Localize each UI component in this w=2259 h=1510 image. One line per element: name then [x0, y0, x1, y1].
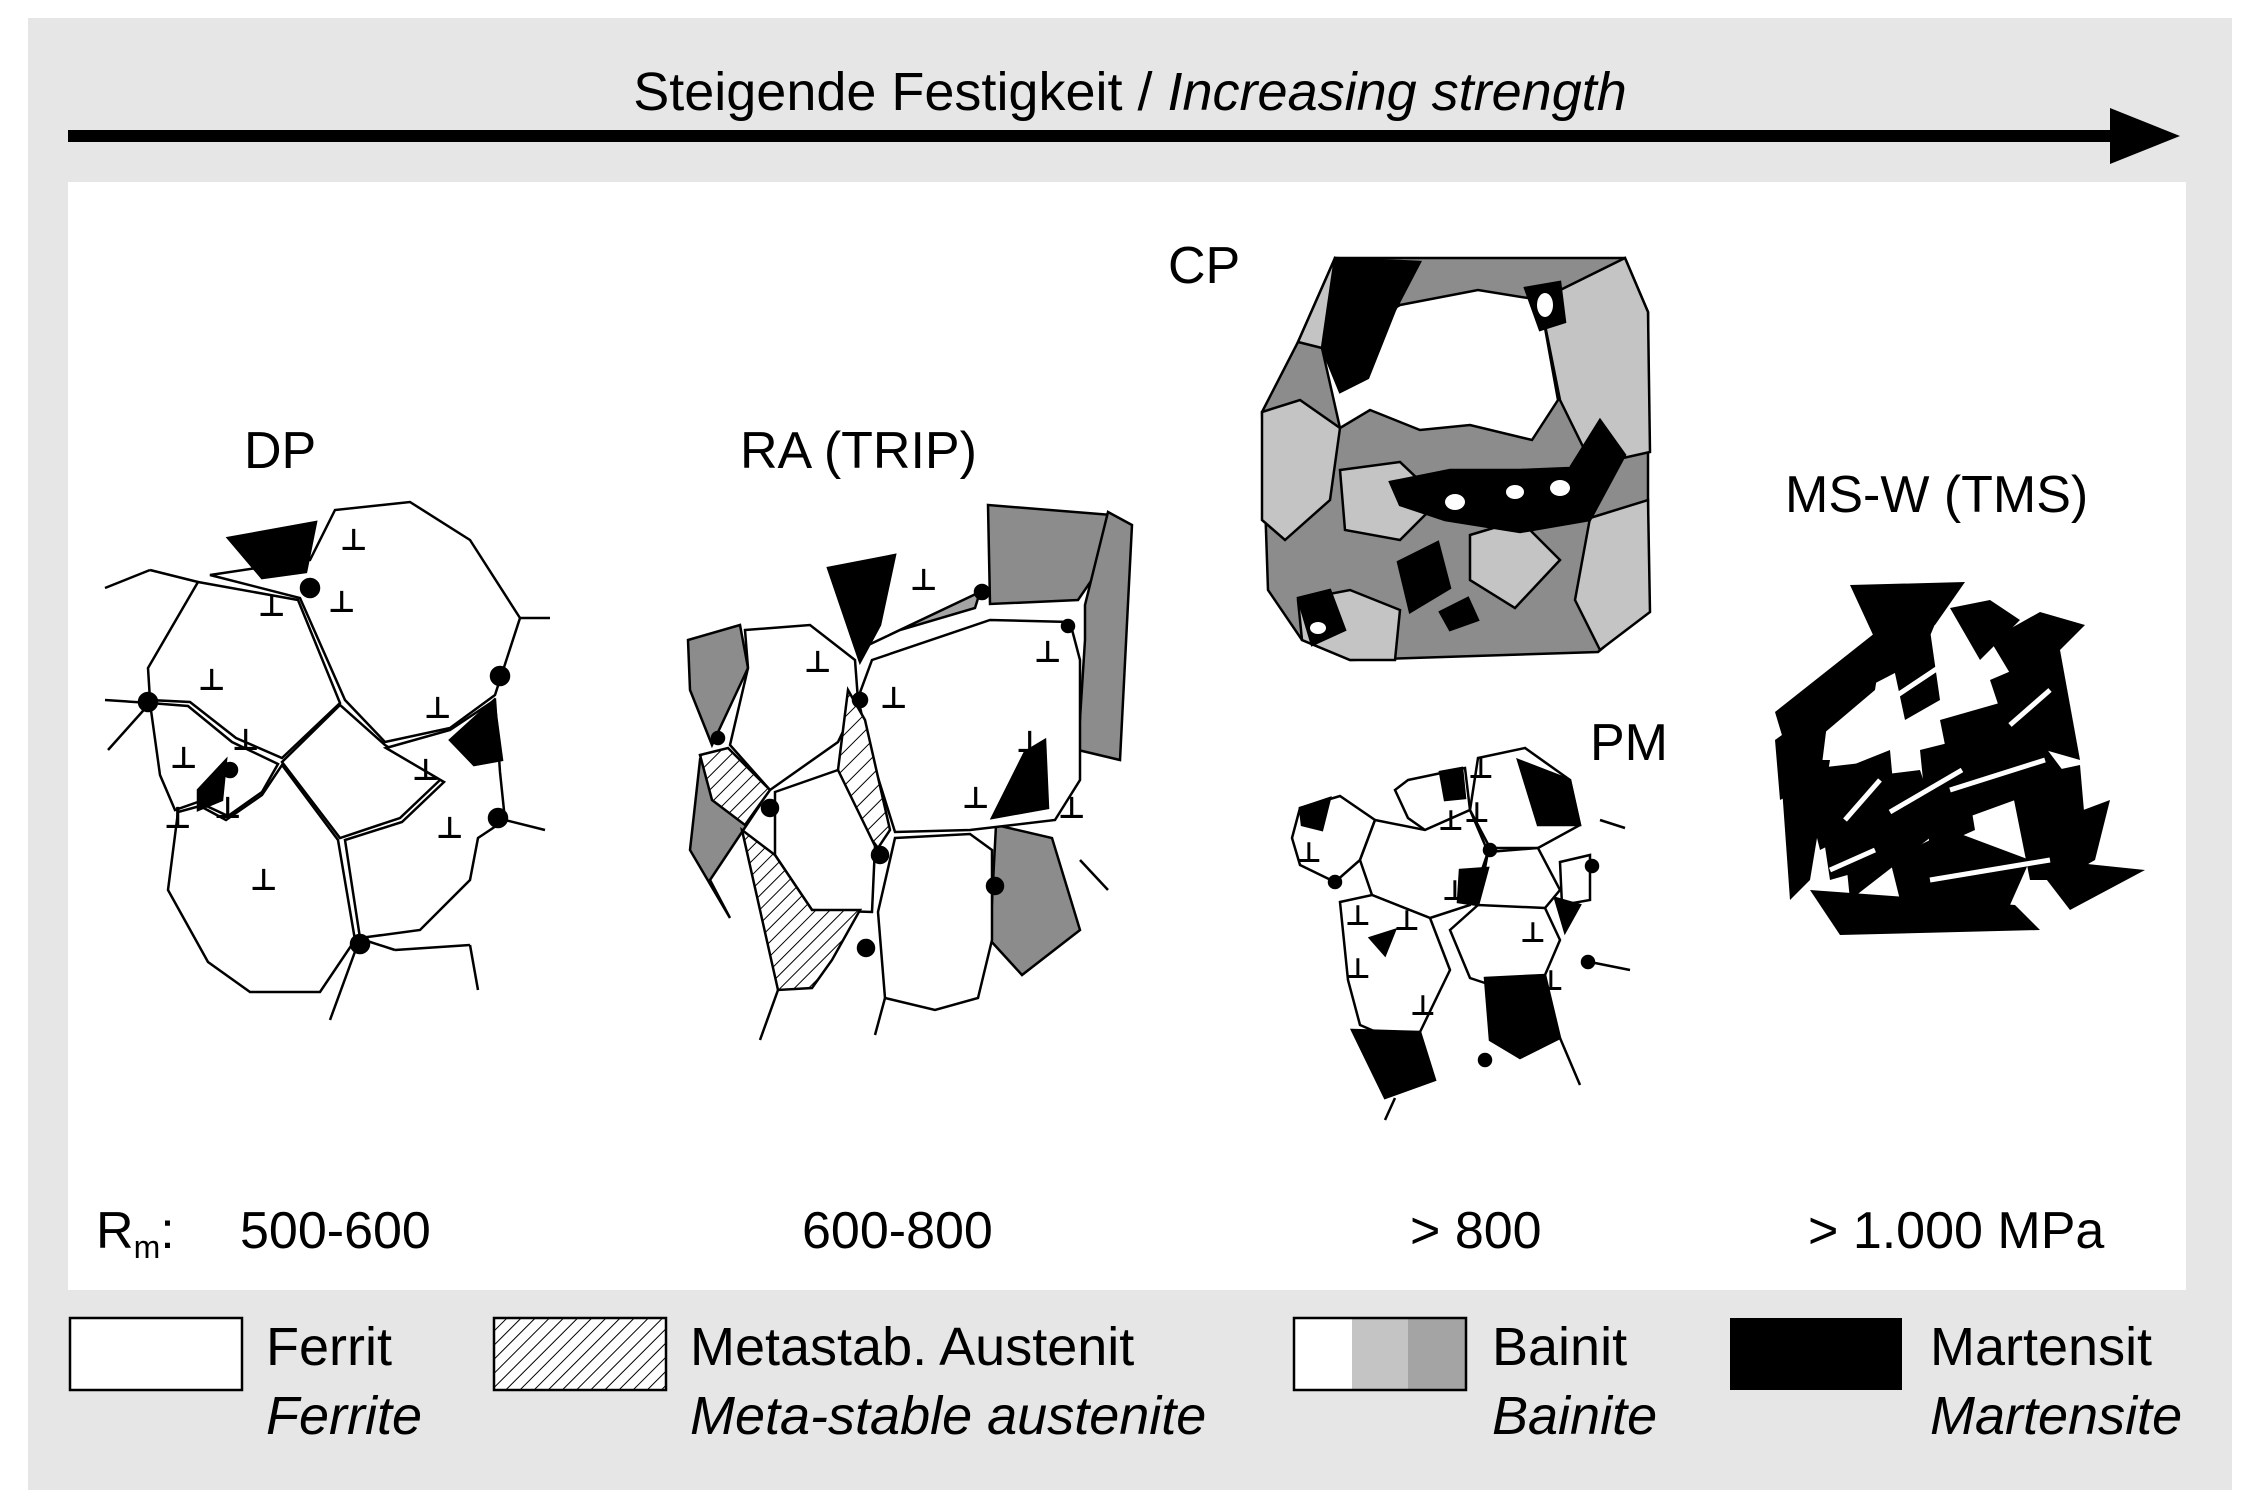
legend-martensite-en: Martensite — [1930, 1386, 2182, 1446]
legend-bainite-en: Bainite — [1492, 1386, 1657, 1446]
svg-text:⊥: ⊥ — [1016, 726, 1043, 759]
ms-w-rm-value: > 1.000 MPa — [1808, 1202, 2104, 1260]
svg-text:⊥: ⊥ — [1296, 837, 1322, 868]
svg-text:⊥: ⊥ — [250, 864, 277, 897]
strength-title: Steigende Festigkeit / Increasing streng… — [633, 62, 1627, 122]
svg-text:⊥: ⊥ — [1438, 805, 1464, 836]
cp-label: CP — [1168, 237, 1240, 295]
svg-text:⊥: ⊥ — [214, 792, 241, 825]
legend-swatch-ferrite — [68, 1316, 244, 1392]
svg-text:⊥: ⊥ — [1345, 953, 1371, 984]
legend-ferrite-en: Ferrite — [266, 1386, 422, 1446]
dp-microstructure — [104, 500, 550, 1021]
legend-item-bainite: Bainit Bainite — [1292, 1316, 1657, 1446]
legend-bainite-de: Bainit — [1492, 1317, 1627, 1377]
ms-w-microstructure — [1775, 582, 2145, 935]
svg-text:⊥: ⊥ — [1345, 900, 1371, 931]
svg-text:⊥: ⊥ — [1410, 990, 1436, 1021]
ra-trip-rm-value: 600-800 — [802, 1202, 993, 1260]
svg-text:⊥: ⊥ — [164, 802, 191, 835]
svg-text:⊥: ⊥ — [340, 524, 367, 557]
svg-text:⊥: ⊥ — [962, 782, 989, 815]
svg-text:⊥: ⊥ — [1538, 965, 1564, 996]
legend-item-austenite: Metastab. Austenit Meta-stable austenite — [492, 1316, 1206, 1446]
legend-swatch-bainite — [1292, 1316, 1468, 1392]
rm-axis-label: Rm: — [96, 1202, 175, 1265]
svg-text:Rm:: Rm: — [96, 1202, 175, 1265]
svg-text:⊥: ⊥ — [910, 564, 937, 597]
svg-text:⊥: ⊥ — [1058, 792, 1085, 825]
svg-text:⊥: ⊥ — [1468, 753, 1494, 784]
svg-text:⊥: ⊥ — [258, 590, 285, 623]
strength-title-de: Steigende Festigkeit / — [633, 62, 1167, 122]
svg-text:⊥: ⊥ — [170, 742, 197, 775]
legend-martensite-de: Martensit — [1930, 1317, 2152, 1377]
legend-austenite-de: Metastab. Austenit — [690, 1317, 1134, 1377]
pm-microstructure — [1290, 746, 1631, 1121]
legend-swatch-martensite — [1730, 1318, 1902, 1390]
pm-dislocations: ⊥⊥⊥ ⊥⊥⊥ ⊥⊥⊥ ⊥⊥ — [1296, 753, 1564, 1021]
svg-text:⊥: ⊥ — [412, 754, 439, 787]
pm-label: PM — [1590, 714, 1668, 772]
diagram-panel — [68, 182, 2186, 1290]
svg-text:⊥: ⊥ — [804, 646, 831, 679]
legend-item-ferrite: Ferrit Ferrite — [68, 1316, 422, 1446]
legend-ferrite-de: Ferrit — [266, 1317, 392, 1377]
svg-text:⊥: ⊥ — [424, 692, 451, 725]
strength-title-en: Increasing strength — [1168, 62, 1627, 122]
svg-text:⊥: ⊥ — [232, 724, 259, 757]
svg-text:⊥: ⊥ — [436, 812, 463, 845]
cp-microstructure — [1260, 256, 1652, 662]
dp-rm-value: 500-600 — [240, 1202, 431, 1260]
legend: Ferrit Ferrite Metastab. Austenit Meta-s… — [68, 1316, 2182, 1446]
ra-trip-label: RA (TRIP) — [740, 422, 977, 480]
svg-text:⊥: ⊥ — [1464, 797, 1490, 828]
svg-text:⊥: ⊥ — [1034, 636, 1061, 669]
dp-dislocations: ⊥⊥ ⊥ ⊥⊥⊥ ⊥⊥⊥ ⊥ ⊥⊥ — [164, 524, 463, 897]
strength-arrow — [68, 108, 2180, 164]
legend-item-martensite: Martensit Martensite — [1730, 1317, 2182, 1446]
ms-w-label: MS-W (TMS) — [1785, 466, 2088, 524]
svg-text:⊥: ⊥ — [1520, 917, 1546, 948]
cp-pm-rm-value: > 800 — [1410, 1202, 1542, 1260]
svg-text:⊥: ⊥ — [328, 586, 355, 619]
ms-w-laths — [1828, 657, 2052, 883]
ra-trip-dislocations: ⊥ ⊥ ⊥ ⊥ ⊥ ⊥ ⊥ — [804, 564, 1085, 825]
svg-text:⊥: ⊥ — [198, 664, 225, 697]
legend-swatch-austenite — [492, 1316, 668, 1392]
svg-text:⊥: ⊥ — [1394, 905, 1420, 936]
svg-text:⊥: ⊥ — [1442, 875, 1468, 906]
dp-label: DP — [244, 422, 316, 480]
svg-text:⊥: ⊥ — [880, 682, 907, 715]
legend-austenite-en: Meta-stable austenite — [690, 1386, 1206, 1446]
ra-trip-microstructure — [686, 503, 1134, 1041]
